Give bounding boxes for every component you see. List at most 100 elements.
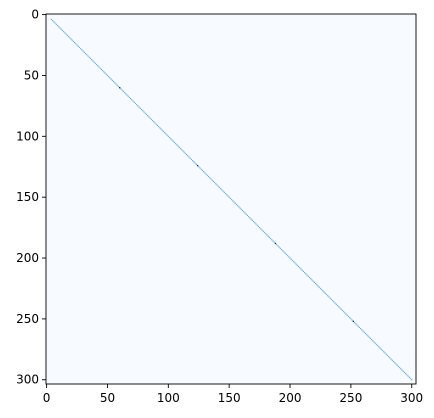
- diagonal-cell: [133, 101, 135, 103]
- x-tick-label: 150: [218, 391, 241, 405]
- diagonal-cell: [323, 291, 325, 293]
- diagonal-cell: [72, 40, 74, 42]
- diagonal-cell: [386, 354, 389, 357]
- diagonal-cell: [312, 280, 314, 282]
- y-axis: 0 50 100 150 200 250 300: [16, 8, 46, 387]
- diagonal-cell: [132, 100, 134, 102]
- diagonal-cell: [64, 32, 66, 34]
- diagonal-cell: [178, 146, 180, 148]
- diagonal-cell: [353, 321, 356, 324]
- diagonal-cell: [285, 253, 287, 255]
- diagonal-cell: [164, 132, 166, 134]
- diagonal-cell: [211, 179, 213, 181]
- diagonal-cell: [185, 153, 188, 156]
- diagonal-cell: [203, 171, 205, 173]
- diagonal-cell: [153, 121, 155, 123]
- diagonal-cell: [106, 74, 109, 77]
- diagonal-cell: [199, 167, 201, 169]
- diagonal-cell: [350, 318, 352, 320]
- diagonal-cell: [403, 371, 406, 374]
- heatmap-marks: [50, 18, 413, 381]
- diagonal-cell: [93, 61, 95, 63]
- diagonal-cell: [367, 335, 369, 337]
- diagonal-cell: [212, 180, 214, 182]
- diagonal-cell: [368, 336, 370, 338]
- diagonal-cell: [149, 117, 151, 119]
- diagonal-cell: [143, 111, 145, 113]
- diagonal-cell: [226, 194, 228, 196]
- diagonal-cell: [244, 212, 246, 214]
- diagonal-cell: [209, 177, 211, 179]
- diagonal-cell: [140, 108, 143, 111]
- diagonal-cell: [122, 90, 124, 92]
- diagonal-cell: [280, 248, 283, 251]
- diagonal-cell: [313, 281, 315, 283]
- diagonal-cell: [78, 46, 81, 49]
- diagonal-cell: [332, 300, 334, 302]
- diagonal-cell: [239, 207, 241, 209]
- diagonal-cell: [409, 377, 412, 380]
- y-tick-label: 300: [16, 373, 39, 387]
- diagonal-cell: [272, 240, 274, 242]
- diagonal-cell: [245, 213, 247, 215]
- diagonal-cell: [256, 224, 258, 226]
- x-tick-label: 100: [157, 391, 180, 405]
- diagonal-cell: [136, 104, 138, 106]
- diagonal-cell: [284, 252, 286, 254]
- diagonal-cell: [98, 66, 100, 68]
- diagonal-cell: [342, 310, 345, 313]
- diagonal-cell: [177, 145, 179, 147]
- y-tick-label: 250: [16, 312, 39, 326]
- y-tick-label: 100: [16, 129, 39, 143]
- diagonal-cell: [222, 190, 224, 192]
- diagonal-cell: [156, 124, 158, 126]
- diagonal-cell: [134, 102, 137, 105]
- diagonal-cell: [232, 200, 234, 202]
- diagonal-cell: [117, 85, 120, 88]
- diagonal-cell: [109, 77, 111, 79]
- diagonal-cell: [362, 330, 364, 332]
- diagonal-cell: [111, 79, 113, 81]
- diagonal-cell: [374, 342, 376, 344]
- diagonal-cell: [334, 302, 336, 304]
- diagonal-cell: [260, 228, 262, 230]
- diagonal-cell: [336, 304, 339, 307]
- diagonal-cell: [189, 157, 191, 159]
- diagonal-cell: [94, 62, 96, 64]
- diagonal-cell: [396, 364, 398, 366]
- diagonal-cell: [288, 256, 290, 258]
- diagonal-cell: [216, 184, 218, 186]
- diagonal-cell: [86, 54, 88, 56]
- diagonal-cell: [221, 189, 223, 191]
- diagonal-cell: [187, 155, 189, 157]
- diagonal-cell: [205, 173, 207, 175]
- diagonal-cell: [220, 188, 222, 190]
- diagonal-cell: [388, 356, 390, 358]
- diagonal-cell: [110, 78, 112, 80]
- diagonal-cell: [330, 298, 333, 301]
- diagonal-cell: [171, 139, 173, 141]
- diagonal-cell: [190, 158, 193, 161]
- diagonal-cell: [151, 119, 154, 122]
- diagonal-cell: [126, 94, 128, 96]
- diagonal-cell: [59, 27, 61, 29]
- diagonal-cell: [249, 217, 251, 219]
- diagonal-cell: [257, 225, 259, 227]
- diagonal-cell: [397, 365, 399, 367]
- diagonal-dark-cell: [274, 242, 277, 245]
- diagonal-cell: [58, 26, 60, 28]
- diagonal-cell: [52, 20, 54, 22]
- diagonal-cell: [182, 150, 184, 152]
- diagonal-cell: [116, 84, 118, 86]
- diagonal-cell: [223, 191, 225, 193]
- diagonal-cell: [250, 218, 252, 220]
- diagonal-cell: [82, 50, 84, 52]
- diagonal-cell: [154, 122, 156, 124]
- diagonal-cell: [392, 360, 395, 363]
- diagonal-cell: [333, 301, 335, 303]
- diagonal-cell: [92, 60, 94, 62]
- diagonal-cell: [100, 68, 102, 70]
- diagonal-cell: [210, 178, 212, 180]
- diagonal-cell: [321, 289, 323, 291]
